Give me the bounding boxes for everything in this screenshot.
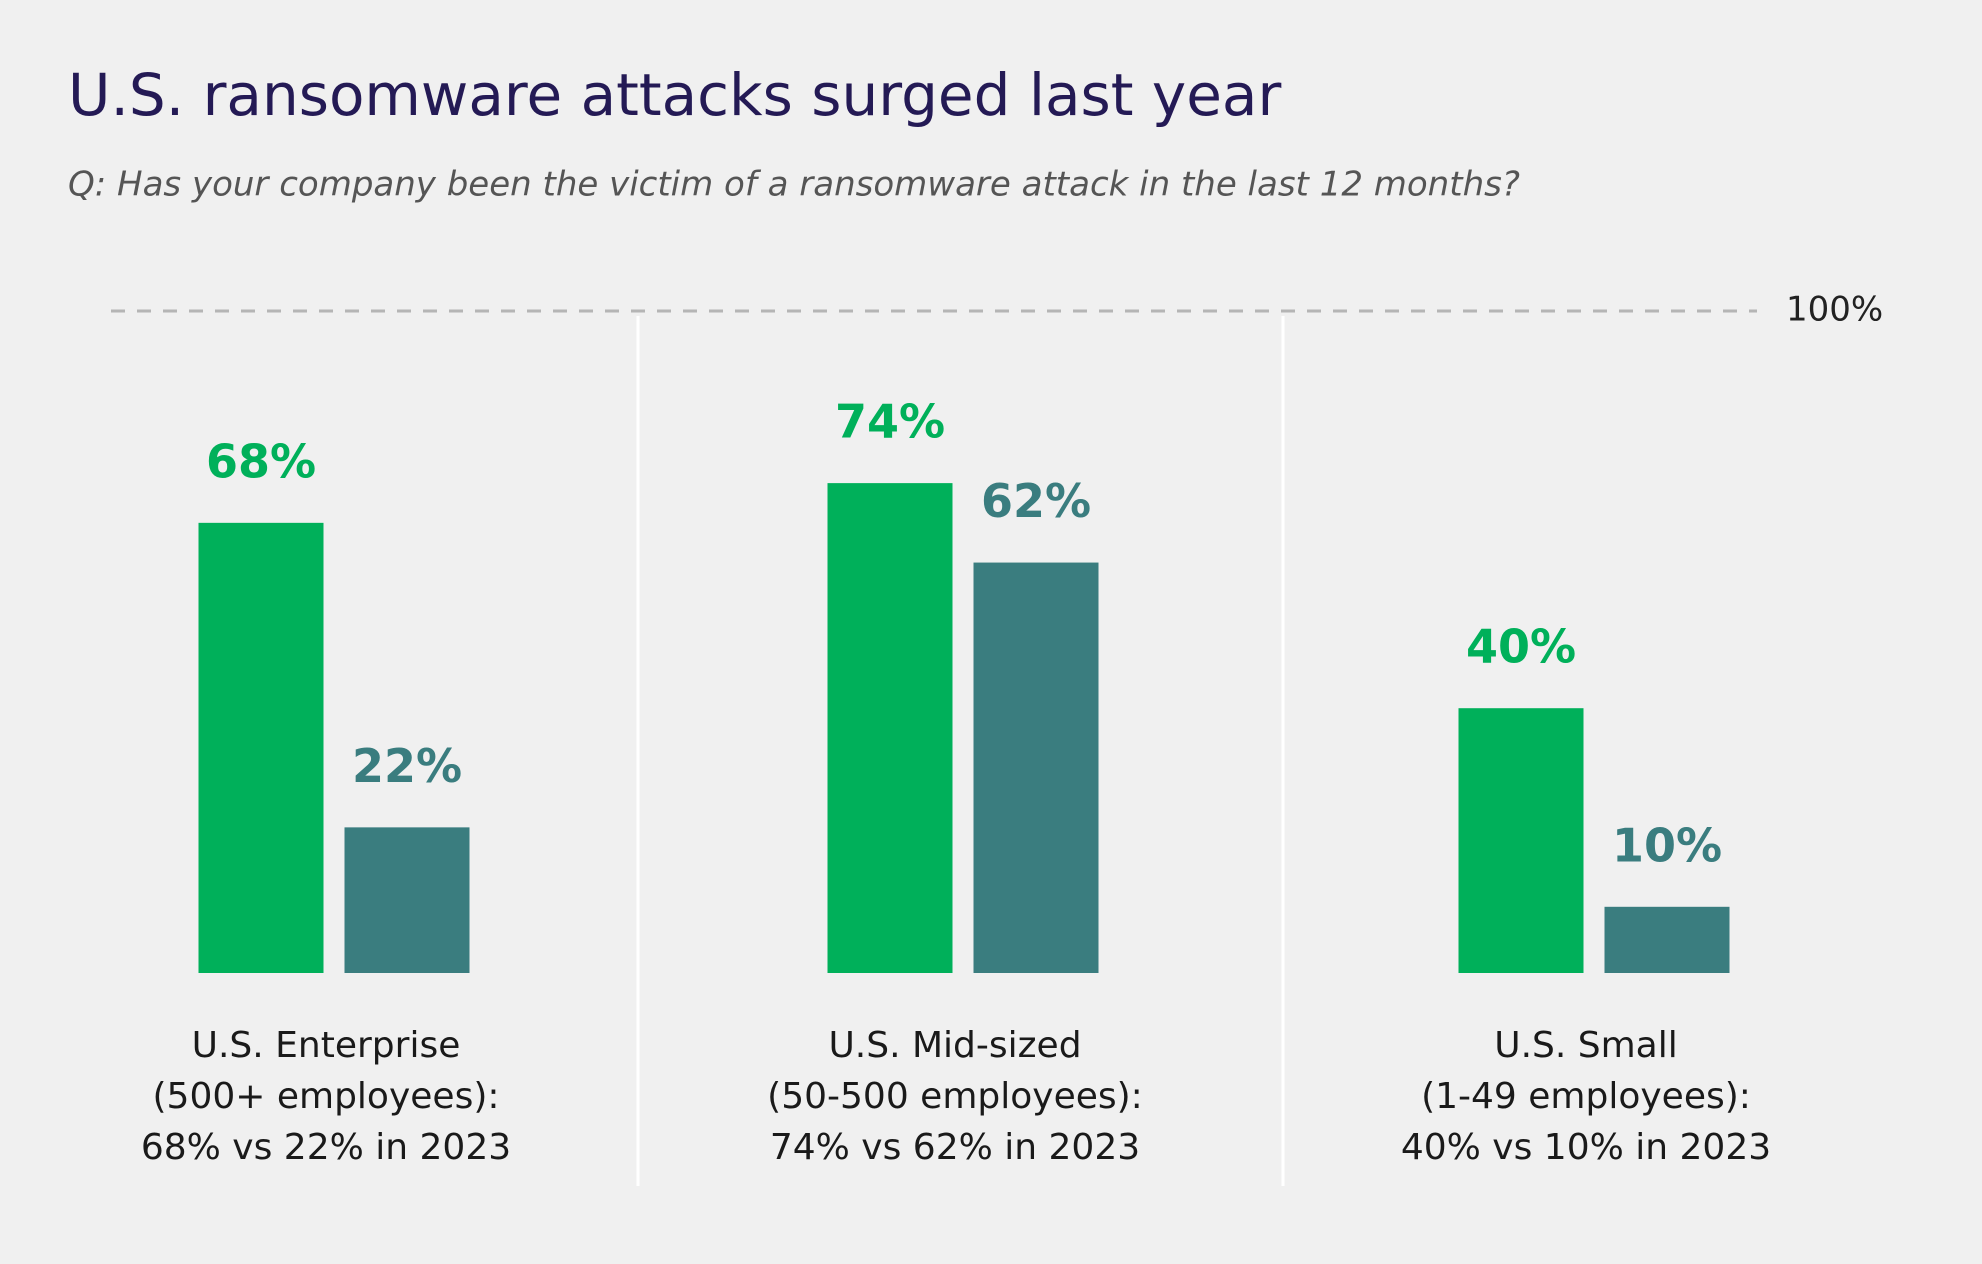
y-tick-label: 100%	[1786, 290, 1883, 330]
bar	[827, 483, 953, 973]
category-label: 40% vs 10% in 2023	[1401, 1127, 1771, 1168]
bar	[973, 562, 1099, 973]
value-label: 10%	[1612, 818, 1722, 872]
bar	[344, 827, 470, 973]
category-label: U.S. Enterprise	[192, 1025, 461, 1066]
category-label: (1-49 employees):	[1421, 1076, 1751, 1117]
value-label: 74%	[835, 395, 945, 449]
chart-title: U.S. ransomware attacks surged last year	[68, 61, 1281, 129]
value-label: 62%	[981, 474, 1091, 528]
bar	[198, 522, 324, 973]
bar	[1604, 906, 1730, 973]
bar	[1458, 708, 1584, 973]
category-label: U.S. Mid-sized	[828, 1025, 1081, 1066]
value-label: 40%	[1466, 620, 1576, 674]
value-label: 22%	[352, 739, 462, 793]
category-label: U.S. Small	[1494, 1025, 1678, 1066]
category-label: 74% vs 62% in 2023	[770, 1127, 1140, 1168]
category-label: (500+ employees):	[153, 1076, 500, 1117]
chart-subtitle: Q: Has your company been the victim of a…	[68, 165, 1520, 205]
category-label: 68% vs 22% in 2023	[141, 1127, 511, 1168]
category-label: (50-500 employees):	[767, 1076, 1143, 1117]
value-label: 68%	[206, 434, 316, 488]
